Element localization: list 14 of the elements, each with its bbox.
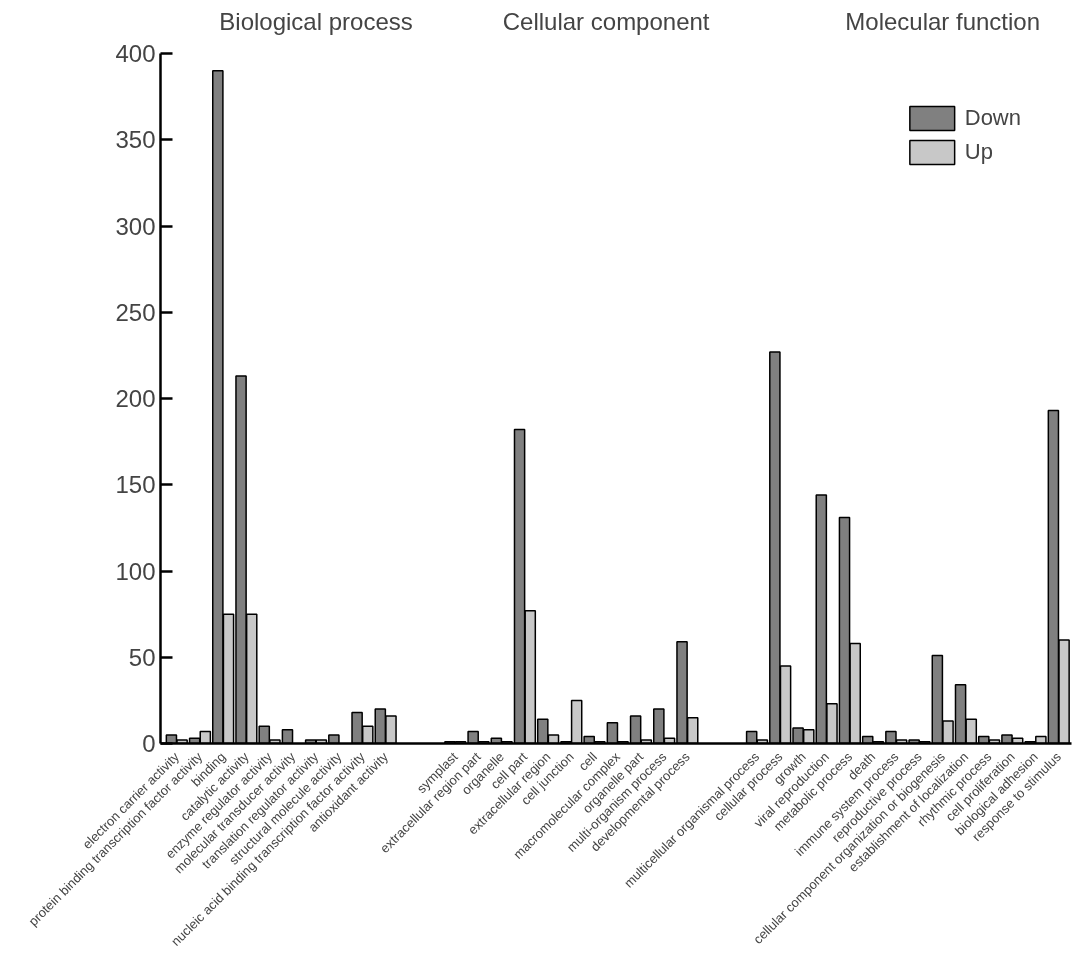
y-tick-label: 400 [115, 40, 156, 67]
text: Cellular component [502, 7, 710, 35]
y-tick-label: 250 [115, 298, 156, 326]
y-tick-label: 100 [115, 557, 156, 585]
legend-label: Down [964, 105, 1021, 131]
y-tick-label: 200 [115, 385, 156, 412]
y-tick-label: 150 [115, 471, 156, 499]
y-tick-label: 0 [142, 730, 156, 757]
y-tick-label: 50 [128, 643, 156, 671]
text: Molecular function [845, 7, 1041, 35]
legend-label: Up [964, 139, 993, 165]
text: Biological process [219, 7, 413, 35]
y-tick-label: 300 [115, 212, 156, 240]
y-tick-label: 350 [115, 126, 156, 154]
